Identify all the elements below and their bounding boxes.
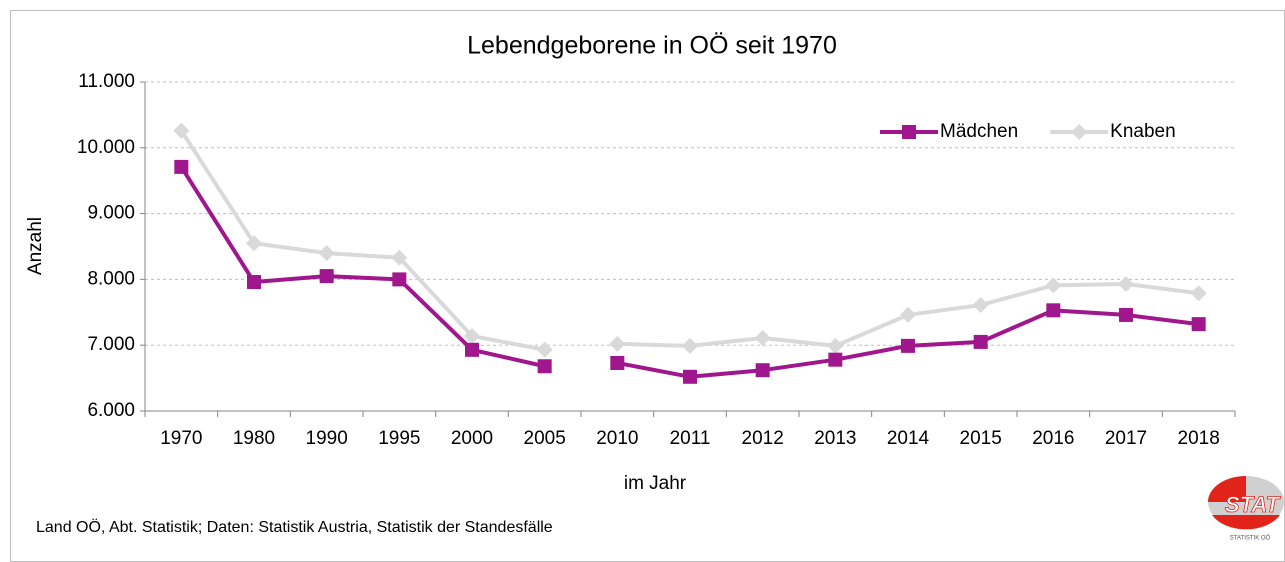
- data-point: [828, 352, 843, 367]
- data-point: [465, 342, 479, 357]
- data-point: [610, 355, 625, 370]
- data-point: [1046, 303, 1061, 318]
- series-line: [179, 165, 546, 369]
- logo-text: STAT: [1225, 492, 1281, 517]
- data-point: [536, 341, 553, 358]
- x-tick-label: 2010: [596, 428, 638, 449]
- x-tick-label: 2012: [742, 428, 784, 449]
- logo-shape: [1208, 476, 1246, 502]
- chart-title: Lebendgeborene in OÖ seit 1970: [467, 32, 837, 60]
- x-tick-label: 1970: [160, 428, 202, 449]
- data-point: [1045, 277, 1062, 294]
- data-point: [537, 359, 552, 374]
- x-tick-label: 2017: [1105, 428, 1147, 449]
- legend-marker: [1071, 124, 1088, 140]
- y-tick-label: 9.000: [87, 203, 135, 224]
- data-point: [464, 327, 480, 344]
- x-tick-label: 1995: [378, 428, 420, 449]
- data-point: [392, 272, 407, 287]
- y-tick-label: 11.000: [78, 71, 135, 92]
- data-point: [1190, 285, 1207, 302]
- data-point: [901, 338, 915, 353]
- data-point: [1119, 307, 1133, 322]
- x-tick-label: 1990: [306, 428, 348, 449]
- y-tick-label: 8.000: [87, 268, 135, 289]
- y-tick-label: 10.000: [77, 137, 135, 158]
- data-point: [246, 235, 262, 252]
- data-point: [319, 269, 334, 284]
- data-point: [1191, 317, 1206, 332]
- x-tick-label: 2005: [524, 428, 566, 449]
- x-axis-title: im Jahr: [624, 473, 687, 494]
- data-point: [972, 297, 989, 314]
- x-tick-label: 2011: [670, 428, 711, 449]
- data-point: [973, 334, 988, 349]
- legend-marker: [902, 125, 916, 139]
- data-point: [683, 369, 697, 384]
- data-point: [754, 329, 771, 346]
- logo: STAT STATISTIK OÖ: [1208, 476, 1284, 542]
- data-point: [391, 249, 408, 266]
- source-note: Land OÖ, Abt. Statistik; Daten: Statisti…: [36, 518, 553, 536]
- y-axis-title: Anzahl: [25, 217, 46, 275]
- x-tick-label: 2000: [451, 428, 493, 449]
- x-tick-label: 2013: [814, 428, 856, 449]
- data-point: [900, 306, 916, 323]
- y-tick-label: 6.000: [87, 400, 135, 421]
- y-tick-label: 7.000: [87, 334, 135, 355]
- legend-label: Knaben: [1110, 121, 1176, 142]
- logo-shape: [1212, 515, 1280, 530]
- x-tick-label: 2015: [960, 428, 1002, 449]
- data-point: [682, 337, 698, 354]
- x-tick-label: 2016: [1032, 428, 1074, 449]
- data-point: [174, 159, 189, 174]
- data-point: [173, 122, 190, 139]
- data-point: [755, 363, 770, 378]
- data-point: [609, 335, 626, 352]
- x-tick-label: 1980: [233, 428, 275, 449]
- data-point: [318, 245, 335, 262]
- series-line: [179, 129, 546, 352]
- data-point: [827, 337, 844, 354]
- x-tick-label: 2014: [887, 428, 930, 449]
- data-point: [247, 275, 261, 290]
- legend-label: Mädchen: [940, 121, 1018, 142]
- logo-subtext: STATISTIK OÖ: [1230, 535, 1271, 542]
- x-tick-label: 2018: [1178, 428, 1220, 449]
- data-point: [1118, 276, 1134, 293]
